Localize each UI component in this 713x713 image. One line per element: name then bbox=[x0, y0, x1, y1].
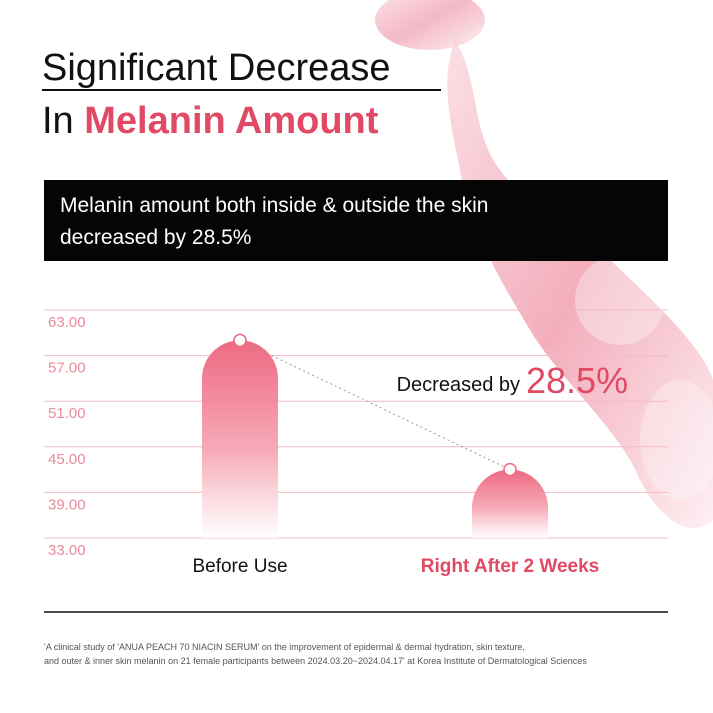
y-tick-label: 51.00 bbox=[48, 405, 86, 422]
y-tick-label: 45.00 bbox=[48, 451, 86, 468]
footnote: and outer & inner skin melanin on 21 fem… bbox=[44, 656, 587, 666]
chart: 63.00 57.00 51.00 45.00 39.00 33.00 Before Use… bbox=[44, 309, 668, 577]
title-highlight: Melanin Amount bbox=[84, 100, 378, 142]
footnote: 'A clinical study of 'ANUA PEACH 70 NIAC… bbox=[44, 642, 525, 652]
title-line: Significant Decrease bbox=[42, 47, 391, 89]
x-tick-label: Right After 2 Weeks bbox=[421, 556, 599, 577]
annotation: Decreased by bbox=[397, 374, 520, 396]
bar bbox=[202, 340, 278, 538]
subtitle-line: decreased by 28.5% bbox=[60, 226, 251, 249]
title-line: In Melanin Amount bbox=[42, 100, 379, 142]
y-tick-label: 57.00 bbox=[48, 360, 86, 377]
subtitle-box bbox=[44, 180, 668, 261]
y-tick-label: 33.00 bbox=[48, 542, 86, 559]
marker bbox=[503, 462, 517, 477]
bar bbox=[472, 469, 548, 538]
serum-decoration bbox=[375, 0, 713, 528]
y-tick-label: 39.00 bbox=[48, 496, 86, 513]
title-prefix: In bbox=[42, 100, 74, 142]
y-tick-label: 63.00 bbox=[48, 314, 86, 331]
x-tick-label: Before Use bbox=[192, 556, 287, 577]
subtitle-line: Melanin amount both inside & outside the… bbox=[60, 194, 488, 217]
marker bbox=[233, 333, 247, 348]
connector bbox=[239, 339, 511, 471]
annotation-value: 28.5% bbox=[526, 360, 628, 401]
